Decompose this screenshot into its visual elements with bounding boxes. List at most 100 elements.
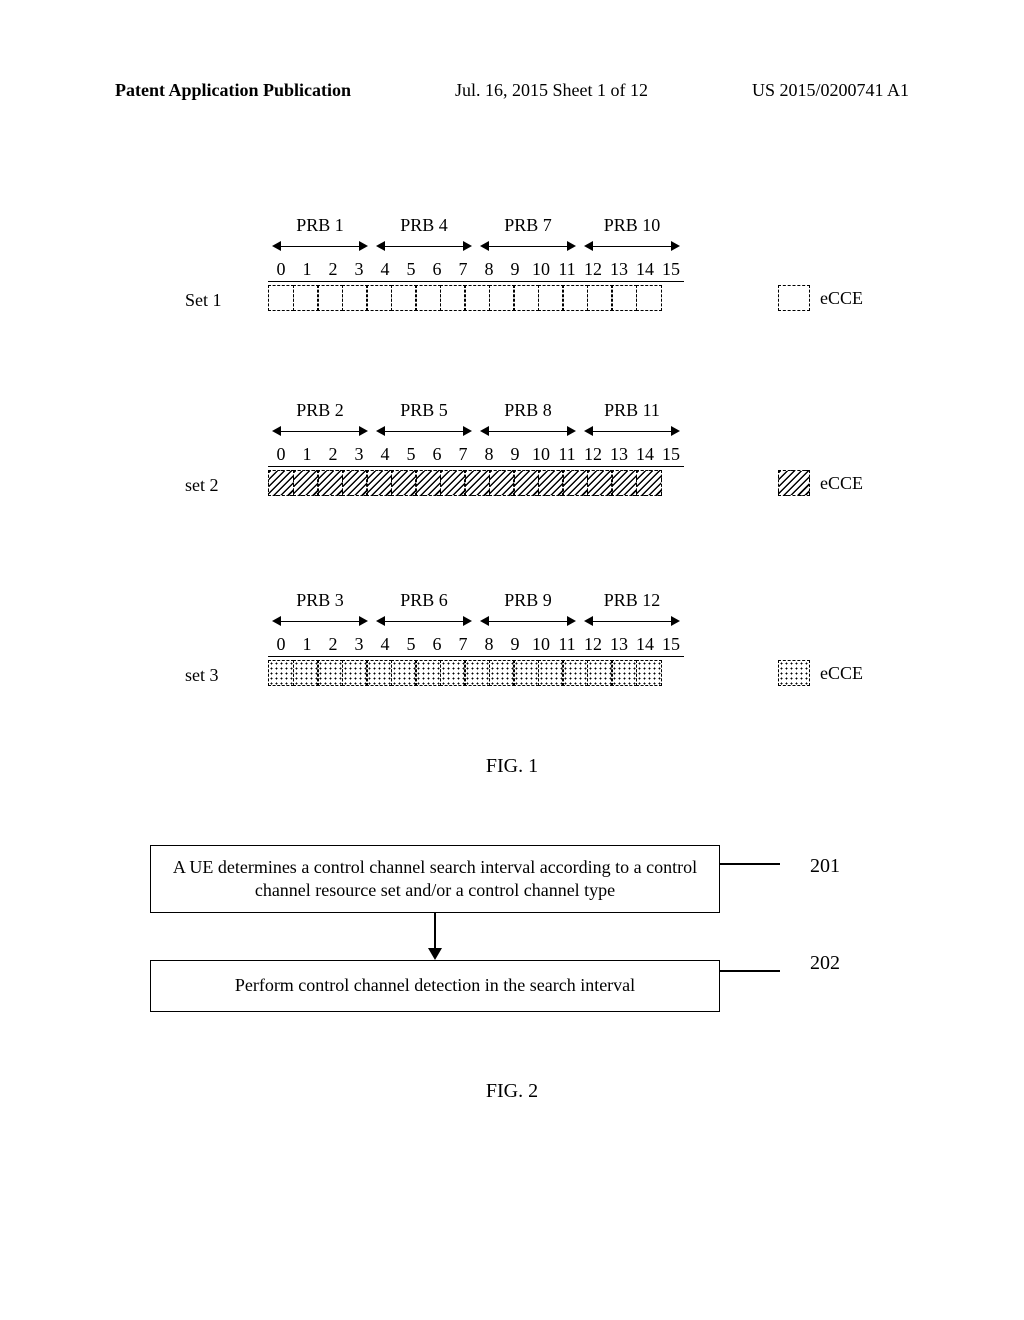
index-cell: 6 [424,259,450,280]
prb-label-row: PRB 3PRB 6PRB 9PRB 12 [268,590,684,611]
ecce-cell [293,660,319,686]
index-cell: 7 [450,259,476,280]
prb-label: PRB 8 [476,400,580,421]
prb-label: PRB 10 [580,215,684,236]
index-cell: 2 [320,444,346,465]
prb-label: PRB 1 [268,215,372,236]
index-cell: 3 [346,259,372,280]
ecce-cell [538,660,564,686]
index-cell: 15 [658,444,684,465]
legend-text: eCCE [820,473,863,494]
legend-text: eCCE [820,288,863,309]
ecce-cell [440,470,466,496]
prb-arrow-row [268,239,684,255]
index-cell: 5 [398,444,424,465]
ecce-cell [611,470,637,496]
ecce-cell [391,285,417,311]
ecce-cell [268,660,294,686]
ecce-cell [268,285,294,311]
ecce-cell [268,470,294,496]
legend: eCCE [778,285,863,311]
index-underline [268,466,684,467]
index-cell: 4 [372,259,398,280]
ecce-cell [464,285,490,311]
index-cell: 7 [450,444,476,465]
ecce-cell [587,470,613,496]
double-arrow-icon [372,239,476,255]
callout-line [720,863,780,865]
page-header: Patent Application Publication Jul. 16, … [0,80,1024,101]
prb-label: PRB 9 [476,590,580,611]
ecce-cell [342,660,368,686]
ecce-cell [366,470,392,496]
legend-swatch [778,660,810,686]
header-right: US 2015/0200741 A1 [752,80,909,101]
ecce-cell [636,470,662,496]
ecce-cell [538,470,564,496]
index-underline [268,281,684,282]
index-cell: 1 [294,634,320,655]
ecce-cell [317,285,343,311]
index-cell: 13 [606,259,632,280]
index-cell: 9 [502,634,528,655]
ecce-row [268,285,662,311]
ecce-cell [489,470,515,496]
index-cell: 10 [528,444,554,465]
ecce-cell [513,470,539,496]
callout-label-202: 202 [810,952,840,975]
ecce-cell [415,470,441,496]
prb-label-row: PRB 2PRB 5PRB 8PRB 11 [268,400,684,421]
ecce-row [268,660,662,686]
flow-box-201: A UE determines a control channel search… [150,845,720,913]
ecce-cell [440,660,466,686]
index-cell: 4 [372,444,398,465]
ecce-cell [342,285,368,311]
ecce-cell [513,285,539,311]
header-center: Jul. 16, 2015 Sheet 1 of 12 [455,80,648,101]
index-cell: 1 [294,259,320,280]
ecce-cell [611,285,637,311]
index-cell: 12 [580,444,606,465]
prb-arrow-row [268,614,684,630]
ecce-cell [391,660,417,686]
double-arrow-icon [476,424,580,440]
index-cell: 13 [606,634,632,655]
index-underline [268,656,684,657]
ecce-cell [636,660,662,686]
index-cell: 8 [476,259,502,280]
ecce-cell [562,470,588,496]
index-cell: 2 [320,259,346,280]
callout-label-201: 201 [810,855,840,878]
ecce-cell [464,660,490,686]
prb-label: PRB 11 [580,400,684,421]
index-cell: 3 [346,634,372,655]
double-arrow-icon [268,614,372,630]
index-cell: 11 [554,634,580,655]
ecce-cell [464,470,490,496]
index-cell: 0 [268,444,294,465]
ecce-cell [415,660,441,686]
down-arrow-icon [428,913,442,960]
ecce-cell [317,660,343,686]
figure-1-caption: FIG. 1 [0,755,1024,778]
ecce-cell [587,660,613,686]
index-cell: 9 [502,444,528,465]
index-cell: 13 [606,444,632,465]
index-cell: 5 [398,259,424,280]
ecce-cell [293,470,319,496]
prb-label: PRB 12 [580,590,684,611]
ecce-cell [293,285,319,311]
index-cell: 2 [320,634,346,655]
index-cell: 4 [372,634,398,655]
prb-label: PRB 7 [476,215,580,236]
index-cell: 14 [632,634,658,655]
double-arrow-icon [580,614,684,630]
index-cell: 6 [424,444,450,465]
double-arrow-icon [372,424,476,440]
index-cell: 10 [528,259,554,280]
legend-swatch [778,470,810,496]
index-row: 0123456789101112131415 [268,259,684,280]
ecce-cell [366,285,392,311]
set-label: set 2 [185,475,219,496]
ecce-cell [391,470,417,496]
